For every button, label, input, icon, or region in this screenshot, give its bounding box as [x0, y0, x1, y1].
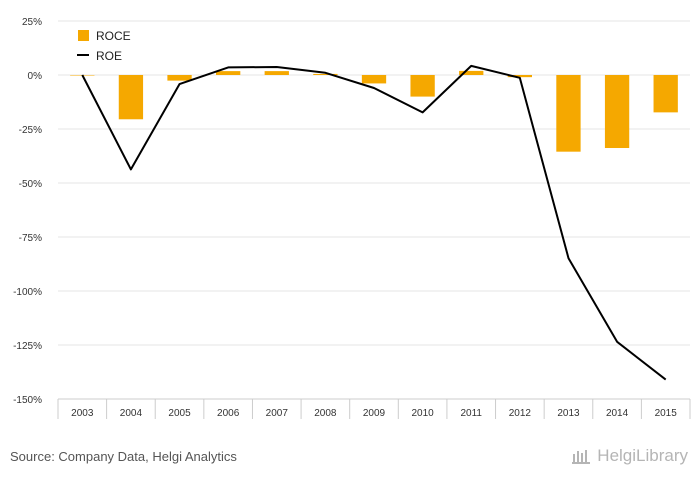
roce-bar: [361, 75, 387, 84]
y-tick-label: 0%: [28, 71, 43, 82]
x-axis: 2003 2004 2005 2006 2007 2008 2009 2010 2011 2012…: [57, 398, 691, 419]
x-tick-label: 2007: [266, 408, 289, 419]
x-tick-label: 2015: [655, 408, 678, 419]
roe-line: [81, 64, 667, 381]
roce-bar: [459, 70, 484, 75]
roce-bar: [556, 75, 581, 152]
brand-name: HelgiLibrary: [597, 446, 688, 465]
roce-bar: [653, 75, 678, 113]
x-tick-label: 2014: [606, 408, 629, 419]
roce-bar: [118, 75, 144, 120]
brand-logo: HelgiLibrary: [572, 446, 688, 466]
x-tick-label: 2008: [314, 408, 337, 419]
x-tick-label: 2009: [363, 408, 386, 419]
y-tick-label: -150%: [13, 395, 42, 406]
roce-bar: [216, 71, 241, 75]
x-tick-label: 2012: [509, 408, 532, 419]
roce-bars: [70, 70, 678, 152]
gridlines: [58, 20, 690, 400]
source-note: Source: Company Data, Helgi Analytics: [10, 449, 237, 464]
y-tick-label: -75%: [19, 233, 42, 244]
x-tick-label: 2010: [411, 408, 434, 419]
roe-line-group: [81, 64, 667, 381]
x-tick-label: 2004: [120, 408, 143, 419]
legend-swatch-roce: [78, 30, 89, 41]
y-tick-label: -100%: [13, 287, 42, 298]
x-tick-label: 2006: [217, 408, 240, 419]
y-tick-label: -50%: [19, 179, 42, 190]
roce-bar: [604, 75, 630, 149]
y-tick-label: 25%: [22, 17, 42, 28]
legend-label-roe: ROE: [96, 49, 122, 63]
library-icon: [572, 450, 591, 464]
chart: 2003 2004 2005 2006 2007 2008 2009 2010 2011 2012…: [13, 17, 691, 419]
x-tick-label: 2003: [71, 408, 94, 419]
y-axis: 25% 0% -25% -50% -75% -100% -125% -150%: [13, 17, 42, 406]
legend: ROCE ROE: [77, 29, 131, 63]
x-tick-label: 2013: [557, 408, 580, 419]
x-tick-label: 2005: [168, 408, 191, 419]
y-tick-label: -25%: [19, 125, 42, 136]
legend-label-roce: ROCE: [96, 29, 131, 43]
roce-bar: [264, 71, 289, 75]
roce-bar: [410, 75, 435, 97]
roce-bar: [313, 73, 338, 75]
x-tick-label: 2011: [460, 408, 482, 419]
roce-bar: [507, 75, 532, 78]
roce-bar: [167, 75, 192, 81]
y-tick-label: -125%: [13, 341, 42, 352]
